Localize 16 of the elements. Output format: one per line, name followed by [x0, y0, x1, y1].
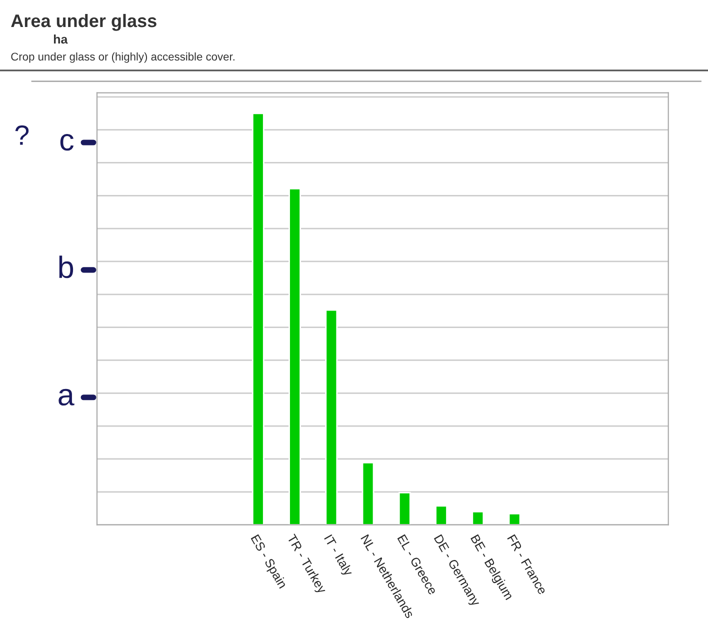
- text: ha: [54, 34, 68, 44]
- bar: [398, 492, 411, 525]
- bar: [508, 512, 521, 525]
- text: b: [59, 256, 74, 278]
- bar: [362, 462, 374, 525]
- text: ?: [15, 125, 29, 145]
- bar: [288, 188, 301, 525]
- text: Crop under glass or (highly) accessible cover.: [11, 52, 234, 63]
- text: c: [60, 134, 74, 151]
- text: a: [58, 388, 74, 406]
- bar: [472, 510, 484, 525]
- text: Area under glass: [11, 14, 156, 31]
- bar: [325, 309, 338, 525]
- x-tick-label: IT - Italy: [322, 534, 354, 578]
- bar: [252, 112, 264, 525]
- bar: [435, 505, 448, 525]
